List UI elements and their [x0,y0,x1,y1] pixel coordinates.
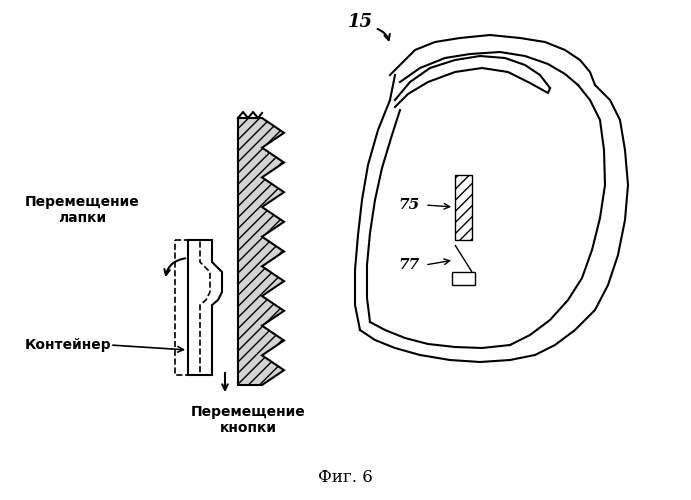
Polygon shape [238,118,284,385]
Text: Фиг. 6: Фиг. 6 [318,470,372,486]
Polygon shape [455,175,472,240]
Text: 75: 75 [399,198,420,212]
Polygon shape [452,272,475,285]
Text: 77: 77 [399,258,420,272]
Polygon shape [455,245,472,272]
Text: 15: 15 [348,13,372,31]
Polygon shape [188,240,222,375]
Text: Контейнер: Контейнер [25,338,111,352]
Text: Перемещение
кнопки: Перемещение кнопки [191,405,305,435]
Text: Перемещение
лапки: Перемещение лапки [25,195,140,225]
